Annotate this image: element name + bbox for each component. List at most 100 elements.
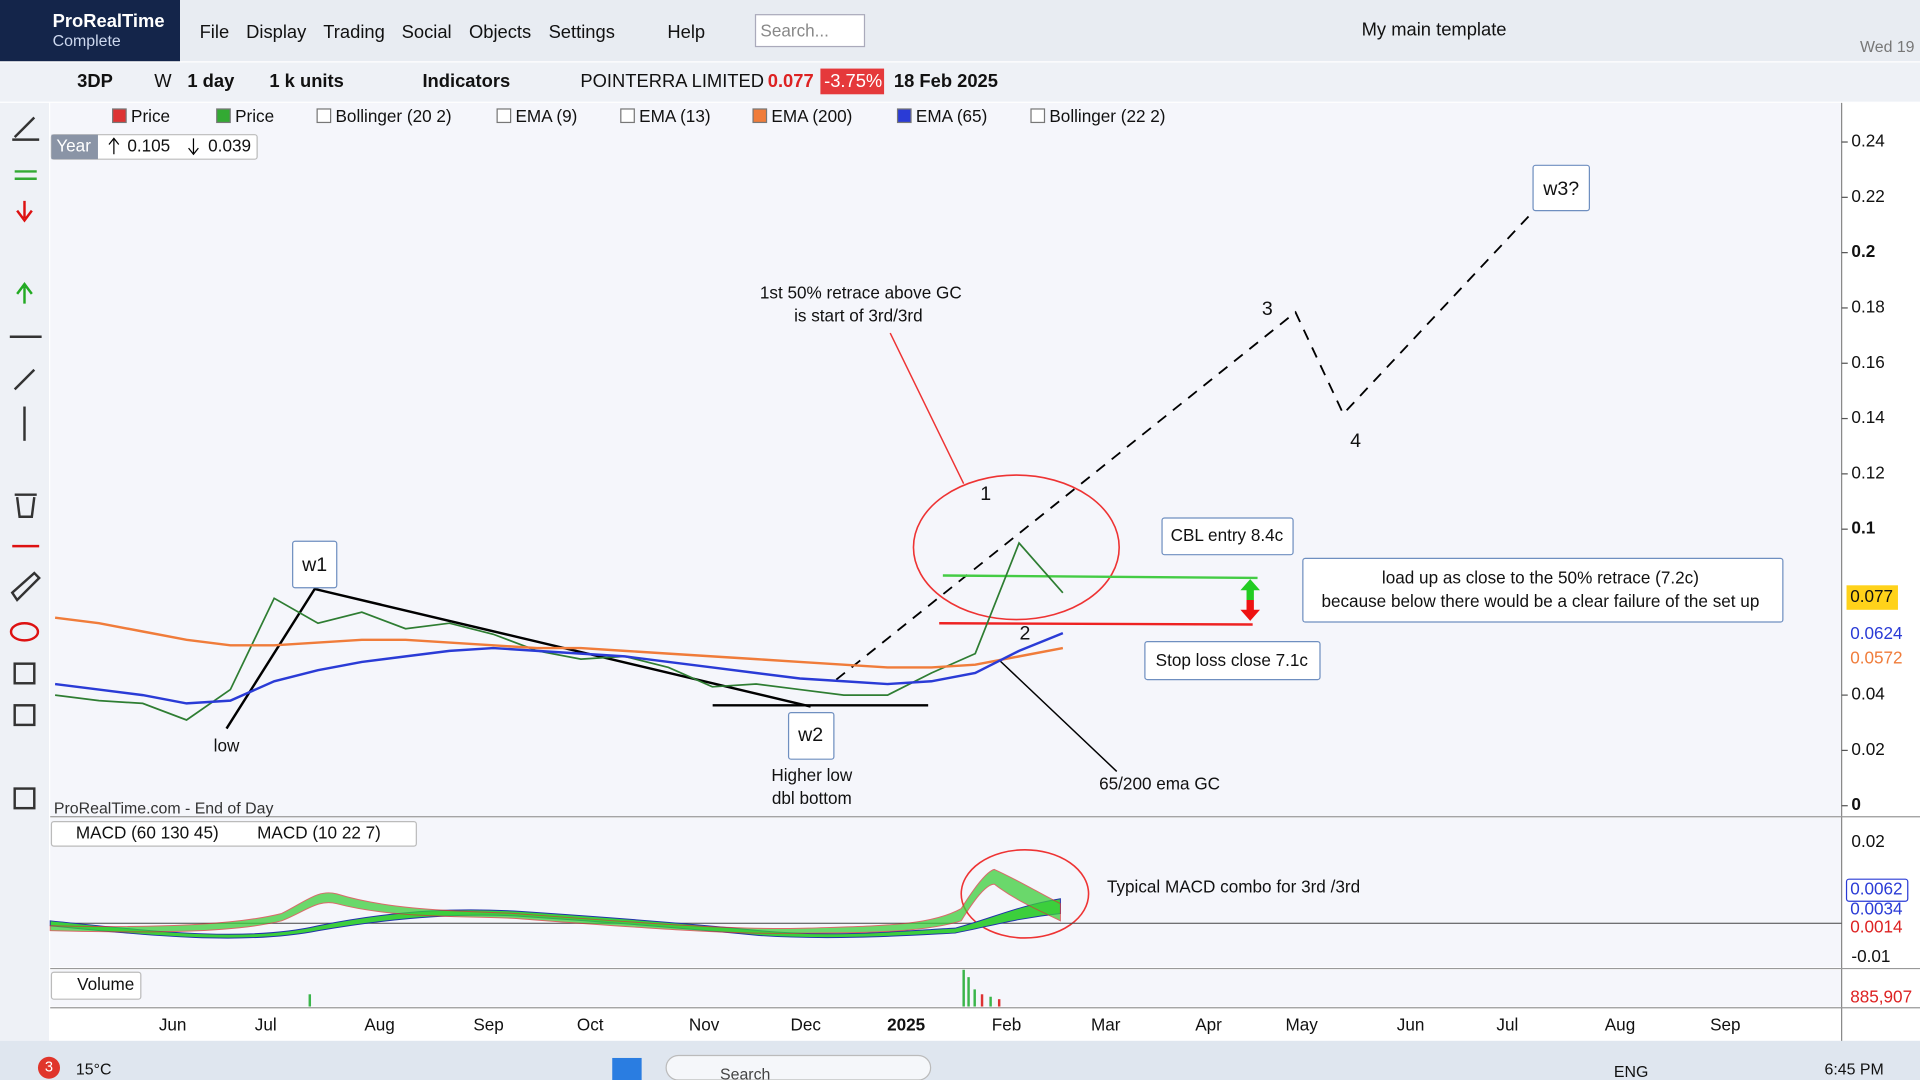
indicator-checkbox[interactable]: [112, 108, 127, 124]
indicator-checkbox[interactable]: [896, 108, 912, 124]
indicator-item[interactable]: EMA (9): [516, 106, 578, 126]
pencil-icon[interactable]: [12, 116, 40, 141]
toolbar-ticker[interactable]: 3DP: [77, 70, 113, 91]
w1-box: [292, 540, 338, 589]
left-toolbar: [0, 102, 49, 1041]
ellipse-icon[interactable]: [9, 622, 40, 642]
text-icon[interactable]: [13, 704, 36, 727]
text-icon[interactable]: [13, 662, 36, 685]
search-text[interactable]: Search: [720, 1066, 770, 1080]
toolbar-change[interactable]: -3.75%: [824, 70, 882, 91]
toolbar-indicators[interactable]: Indicators: [422, 70, 510, 91]
menu-item[interactable]: Objects: [469, 21, 531, 42]
projection: [835, 213, 1532, 681]
indicator-checkbox[interactable]: [316, 108, 332, 124]
ruler-icon[interactable]: [10, 571, 41, 602]
top-bar: [0, 0, 1920, 62]
indicator-item[interactable]: Price: [235, 106, 274, 126]
volume-bar: [962, 969, 965, 1007]
indicator-checkbox[interactable]: [1030, 108, 1046, 124]
series-line: [54, 541, 1064, 721]
down-arrow-icon: [188, 138, 199, 156]
x-tick-label: Oct: [577, 1015, 604, 1035]
buy-icon[interactable]: [16, 282, 33, 304]
annotation: is start of 3rd/3rd: [794, 306, 922, 326]
y-tick-label: 0.04: [1851, 684, 1885, 704]
sell-icon[interactable]: [16, 200, 33, 223]
toolbar-units[interactable]: 1 k units: [269, 70, 343, 91]
logo-area: [0, 0, 180, 62]
volume-bar: [967, 977, 970, 1007]
macd-ellipse: [960, 849, 1090, 939]
toolbar-date[interactable]: 18 Feb 2025: [894, 70, 998, 91]
x-tick-label: Sep: [473, 1015, 503, 1035]
annotation: Typical MACD combo for 3rd /3rd: [1107, 876, 1360, 896]
cbl-box: [1161, 517, 1294, 556]
macd-indicator[interactable]: MACD (10 22 7): [257, 822, 381, 842]
indicator-item[interactable]: Bollinger (20 2): [336, 106, 452, 126]
text-icon[interactable]: [13, 787, 36, 810]
indicator-item[interactable]: Bollinger (22 2): [1049, 106, 1165, 126]
menu-item[interactable]: File: [200, 21, 230, 42]
wave-label: 2: [1019, 622, 1030, 644]
indicator-item[interactable]: EMA (200): [771, 106, 852, 126]
menu-item[interactable]: Display: [246, 21, 307, 42]
indicator-checkbox[interactable]: [496, 108, 512, 124]
down-arrow: [1240, 600, 1260, 621]
wave-label: 4: [1350, 430, 1361, 452]
weather-badge: 3: [45, 1060, 53, 1076]
indicator-checkbox[interactable]: [216, 108, 231, 124]
menu-item[interactable]: Social: [402, 21, 452, 42]
line-icon[interactable]: [14, 170, 37, 180]
indicator-item[interactable]: Price: [131, 106, 170, 126]
macd-ribbon: [49, 868, 1061, 934]
x-tick-label: Aug: [364, 1015, 394, 1035]
y-tick-label: 0.16: [1851, 352, 1884, 372]
tool-icons: [9, 116, 42, 810]
annotation: CBL entry 8.4c: [1171, 525, 1284, 545]
price-label: 0.0624: [1850, 623, 1903, 643]
macd-indicator[interactable]: MACD (60 130 45): [76, 822, 219, 842]
up-arrow-icon: [108, 137, 120, 155]
template-selector[interactable]: My main template: [1362, 18, 1507, 39]
toolbar-timeframe[interactable]: 1 day: [187, 70, 235, 91]
trend-icon[interactable]: [13, 368, 36, 391]
toolbar-instrument[interactable]: POINTERRA LIMITED: [580, 70, 764, 91]
volume-bar: [973, 989, 976, 1007]
indicator-checkbox[interactable]: [752, 108, 768, 124]
volume-label: Volume: [77, 974, 134, 994]
toolbar-period_button[interactable]: W: [154, 70, 172, 91]
y-tick-label: 0.24: [1851, 131, 1885, 151]
indicator-checkbox[interactable]: [620, 108, 635, 124]
x-tick-label: Mar: [1091, 1015, 1121, 1035]
annotation: load up as close to the 50% retrace (7.2…: [1382, 568, 1699, 588]
range-low: 0.039: [208, 135, 251, 155]
menu-item[interactable]: Trading: [323, 21, 385, 42]
series-line: [54, 616, 1064, 669]
volume-value: 885,907: [1850, 986, 1912, 1006]
macd-plot: [49, 868, 1842, 939]
macd-label: 0.0014: [1850, 917, 1903, 937]
start-icon[interactable]: [612, 1057, 642, 1080]
search-placeholder[interactable]: Search...: [760, 20, 829, 40]
badge: [37, 1056, 60, 1079]
pointer-line: [999, 660, 1118, 772]
highlight-ellipse: [912, 474, 1120, 621]
search-pill[interactable]: [665, 1054, 932, 1080]
annotation: dbl bottom: [772, 788, 852, 808]
menu-item[interactable]: Help: [667, 21, 705, 42]
date: Wed 19 Feb: [1860, 39, 1920, 56]
annotation: Stop loss close 7.1c: [1156, 650, 1309, 670]
toolbar-last[interactable]: 0.077: [768, 70, 814, 91]
volume-legend: [50, 971, 142, 1000]
menu-item[interactable]: Settings: [549, 21, 615, 42]
w3-box: [1532, 164, 1590, 212]
indicator-item[interactable]: EMA (13): [639, 106, 710, 126]
indicator-item[interactable]: EMA (65): [916, 106, 987, 126]
language: ENG: [1614, 1064, 1648, 1080]
volume-pane: [50, 969, 1842, 1007]
trash-icon[interactable]: [14, 493, 37, 518]
search-box[interactable]: [754, 14, 866, 48]
x-tick-label: Nov: [689, 1015, 720, 1035]
